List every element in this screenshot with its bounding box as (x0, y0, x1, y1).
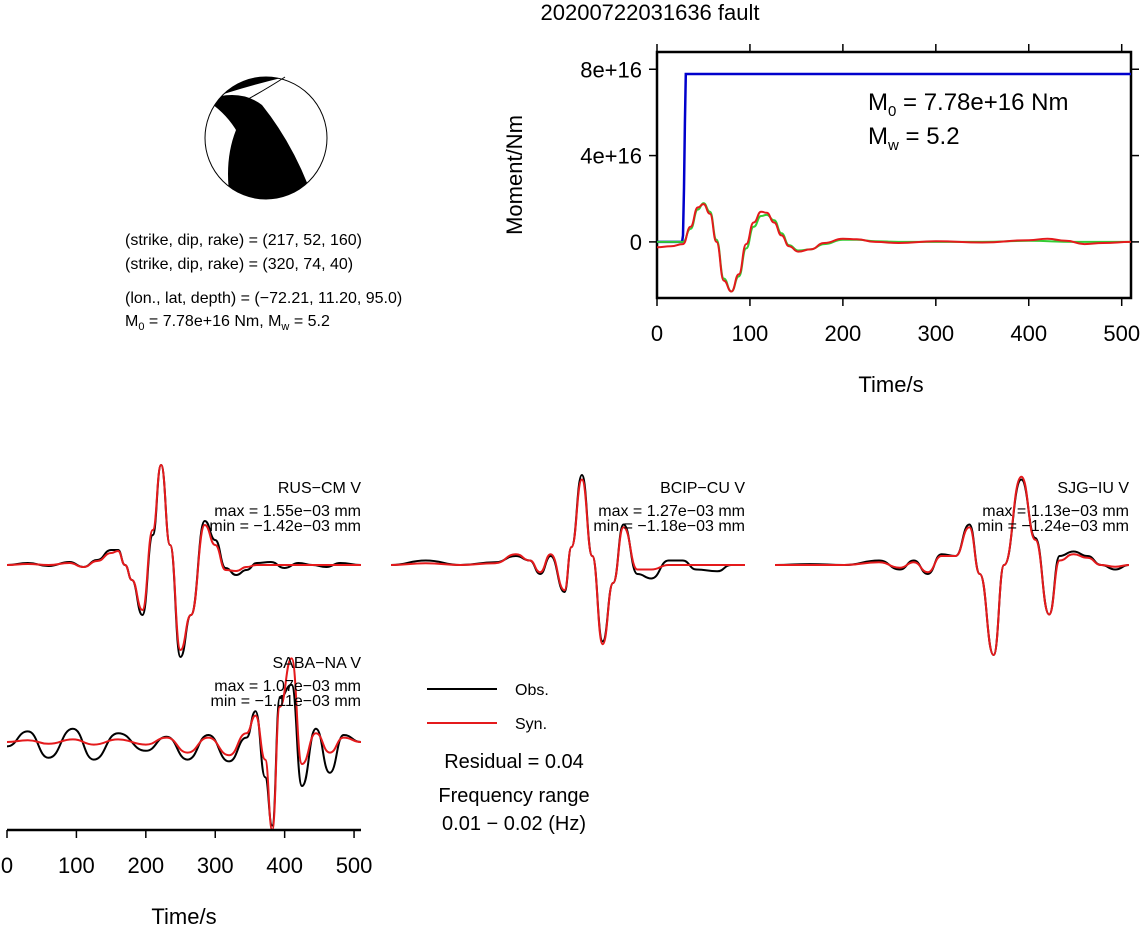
waveform-SJG-IU-station-label: SJG−IU V (1057, 480, 1129, 497)
moment-xtick-label: 500 (1103, 321, 1140, 346)
waveform-xtick-label: 200 (127, 853, 164, 878)
mw-sub: w (281, 321, 290, 334)
waveform-xtick-label: 500 (336, 853, 373, 878)
waveform-SABA-NA-min-label: min = −1.11e−03 mm (211, 693, 361, 710)
waveform-xtick-label: 100 (58, 853, 95, 878)
hypocenter-location: (lon., lat, depth) = (−72.21, 11.20, 95.… (125, 290, 403, 307)
nodal-plane-2: (strike, dip, rake) = (320, 74, 40) (125, 256, 354, 273)
waveform-BCIP-CU-series-synthetic (390, 478, 745, 646)
moment-function-series-synthetic (656, 203, 1132, 293)
moment-plot-frame (655, 50, 1133, 300)
m0-value: = 7.78e+16 Nm, M (144, 313, 282, 330)
moment-ytick-label: 4e+16 (580, 144, 642, 169)
waveform-xtick-label: 300 (197, 853, 234, 878)
waveform-RUS-CM-max-label: max = 1.55e−03 mm (214, 503, 361, 520)
moment-annotation-m0: M0 = 7.78e+16 Nm (868, 89, 1068, 120)
m0-sub: 0 (138, 321, 145, 334)
waveform-RUS-CM-series-synthetic (6, 463, 361, 652)
moment-xtick-label: 400 (1010, 321, 1047, 346)
m0-prefix: M (125, 313, 139, 330)
waveform-SJG-IU-series-synthetic (774, 475, 1130, 657)
mw-value: = 5.2 (289, 313, 330, 330)
magnitude-line: M0 = 7.78e+16 Nm, Mw = 5.2 (125, 312, 330, 337)
waveform-SABA-NA-series-synthetic (6, 657, 362, 832)
waveform-BCIP-CU-max-label: max = 1.27e−03 mm (598, 503, 745, 520)
moment-xtick-label: 100 (732, 321, 769, 346)
waveform-BCIP-CU-station-label: BCIP−CU V (660, 480, 745, 497)
moment-xtick-label: 300 (917, 321, 954, 346)
waveform-SABA-NA-series-observed (6, 683, 362, 827)
moment-annotation-mw: Mw = 5.2 (868, 123, 960, 154)
waveform-SJG-IU-max-label: max = 1.13e−03 mm (982, 503, 1129, 520)
nodal-plane-1: (strike, dip, rake) = (217, 52, 160) (125, 232, 362, 249)
moment-ytick-label: 0 (630, 230, 642, 255)
waveform-xtick-label: 400 (266, 853, 303, 878)
waveform-SABA-NA-max-label: max = 1.07e−03 mm (214, 678, 361, 695)
waveform-RUS-CM-min-label: min = −1.42e−03 mm (209, 518, 361, 535)
waveform-xlabel: Time/s (151, 904, 216, 927)
waveform-SABA-NA-station-label: SABA−NA V (273, 655, 362, 672)
moment-function-series-moment_rate_alt (657, 202, 1131, 293)
waveform-RUS-CM-station-label: RUS−CM V (278, 480, 361, 497)
waveform-SJG-IU-min-label: min = −1.24e−03 mm (977, 518, 1129, 535)
waveform-BCIP-CU-min-label: min = −1.18e−03 mm (593, 518, 745, 535)
moment-xtick-label: 200 (825, 321, 862, 346)
waveform-xtick-label: 0 (1, 853, 13, 878)
moment-xlabel: Time/s (858, 372, 923, 397)
moment-cumulative-line (657, 72, 1131, 244)
figure-title: 20200722031636 fault (540, 0, 760, 25)
moment-xtick-label: 0 (651, 321, 663, 346)
moment-ytick-label: 8e+16 (580, 57, 642, 82)
moment-ylabel: Moment/Nm (502, 115, 527, 235)
